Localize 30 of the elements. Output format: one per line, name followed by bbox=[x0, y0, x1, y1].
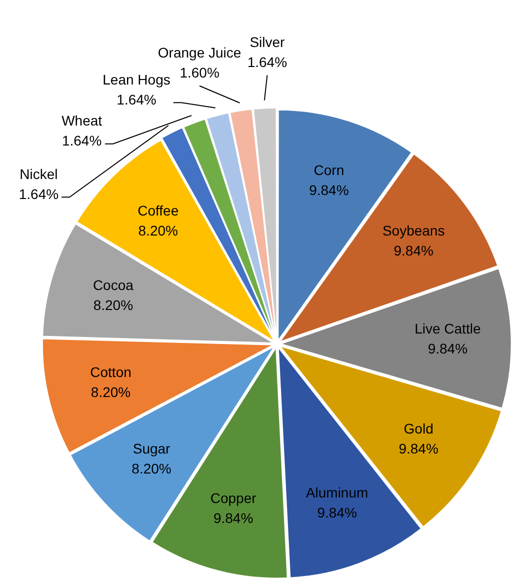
data-label: 9.84% bbox=[398, 440, 438, 456]
slice-label: Corn bbox=[314, 162, 344, 178]
slice-label: Cocoa bbox=[92, 276, 134, 293]
data-label: 1.64% bbox=[116, 92, 156, 108]
data-label: 8.20% bbox=[93, 296, 134, 313]
data-label: 9.84% bbox=[394, 242, 434, 258]
data-label: 1.64% bbox=[247, 54, 288, 70]
slice-label: Live Cattle bbox=[414, 320, 481, 337]
slice-label: Coffee bbox=[138, 202, 179, 218]
data-label: 8.20% bbox=[138, 222, 178, 238]
slice-label: Lean Hogs bbox=[102, 72, 170, 88]
slice-label: Silver bbox=[250, 34, 286, 50]
data-label: 9.84% bbox=[213, 510, 254, 526]
slice-label: Nickel bbox=[20, 166, 58, 182]
slice-label: Copper bbox=[210, 490, 257, 506]
slice-label: Sugar bbox=[132, 440, 171, 457]
slice-label: Gold bbox=[404, 420, 434, 436]
data-label: 9.84% bbox=[428, 340, 468, 357]
data-label: 1.64% bbox=[18, 186, 59, 202]
slice-label: Orange Juice bbox=[158, 44, 242, 61]
data-label: 9.84% bbox=[317, 504, 357, 521]
data-label: 1.64% bbox=[62, 132, 102, 149]
slice-label: Wheat bbox=[62, 112, 102, 129]
data-label: 8.20% bbox=[90, 384, 131, 400]
data-label: 8.20% bbox=[132, 460, 172, 477]
data-label: 1.60% bbox=[180, 64, 220, 81]
slice-label: Soybeans bbox=[382, 222, 445, 238]
data-label: 9.84% bbox=[309, 182, 349, 198]
slice-label: Cotton bbox=[90, 364, 132, 380]
slice-label: Aluminum bbox=[306, 484, 368, 501]
